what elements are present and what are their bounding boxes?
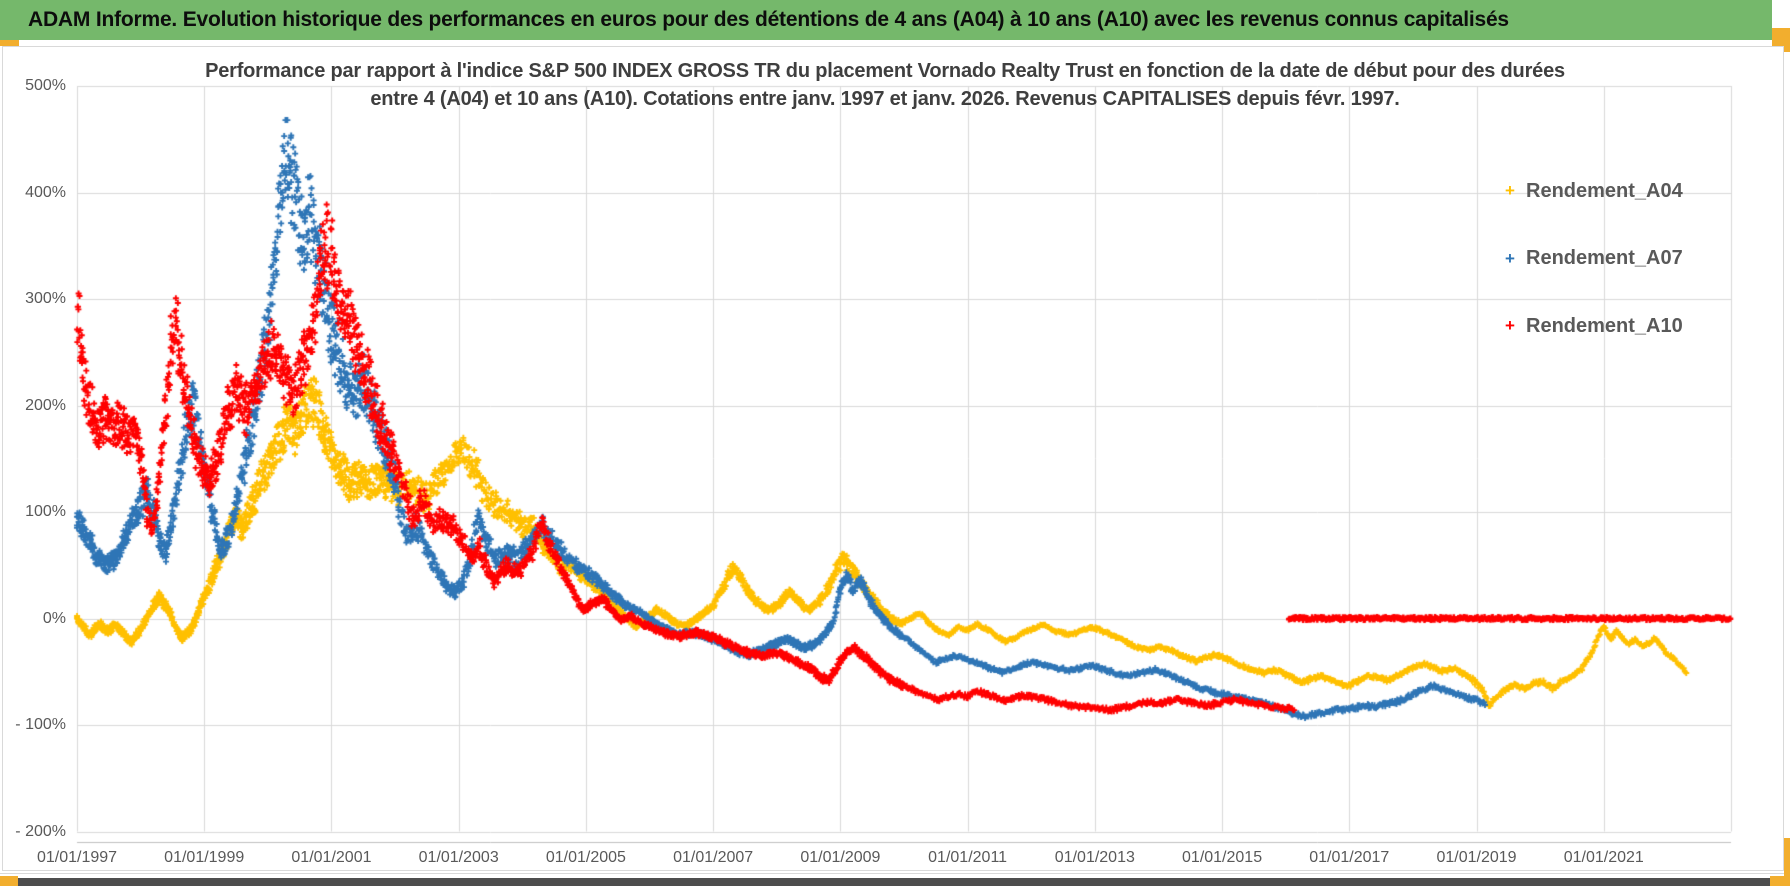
legend-marker-icon: + (1505, 316, 1515, 335)
x-tick-label: 01/01/2005 (545, 849, 626, 866)
x-tick-label: 01/01/2017 (1309, 849, 1390, 866)
y-tick-label: 500% (25, 77, 66, 94)
y-tick-label: 100% (25, 503, 66, 520)
legend-item-rendement_a04[interactable]: + Rendement_A04 (1500, 178, 1683, 204)
legend-marker-icon: + (1505, 181, 1515, 200)
legend-label: Rendement_A10 (1526, 314, 1683, 337)
x-tick-label: 01/01/1997 (36, 849, 118, 866)
y-tick-label: 400% (25, 183, 66, 201)
x-tick-label: 01/01/2007 (673, 849, 754, 866)
legend-item-rendement_a07[interactable]: + Rendement_A07 (1500, 246, 1683, 272)
bottom-right-accent-horizontal (1770, 876, 1790, 886)
x-tick-label: 01/01/2003 (418, 849, 499, 866)
legend-label: Rendement_A04 (1526, 179, 1683, 202)
legend-marker-icon: + (1505, 248, 1515, 268)
x-tick-label: 01/01/2021 (1563, 849, 1644, 866)
x-tick-label: 01/01/2001 (291, 849, 372, 866)
footer-bar (0, 878, 1790, 886)
y-tick-label: - 100% (15, 716, 66, 733)
chart-title-line1: Performance par rapport à l'indice S&P 5… (205, 60, 1565, 82)
x-tick-label: 01/01/2011 (928, 849, 1008, 866)
legend-item-rendement_a10[interactable]: + Rendement_A10 (1500, 313, 1683, 339)
x-tick-label: 01/01/2015 (1182, 849, 1263, 866)
y-tick-label: 0% (42, 609, 66, 627)
legend-label: Rendement_A07 (1526, 247, 1683, 269)
x-tick-label: 01/01/2013 (1054, 849, 1135, 866)
x-tick-label: 01/01/2019 (1436, 849, 1517, 866)
footer-divider (0, 873, 1790, 874)
x-tick-label: 01/01/2009 (800, 849, 881, 866)
bottom-left-accent (0, 876, 18, 886)
chart-title-line2: entre 4 (A04) et 10 ans (A10). Cotations… (370, 88, 1400, 110)
bottom-right-accent-vertical (1784, 838, 1790, 886)
y-tick-label: 200% (25, 396, 66, 414)
y-tick-label: - 200% (15, 822, 66, 840)
x-tick-label: 01/01/1999 (164, 849, 245, 866)
y-tick-label: 300% (25, 290, 66, 307)
